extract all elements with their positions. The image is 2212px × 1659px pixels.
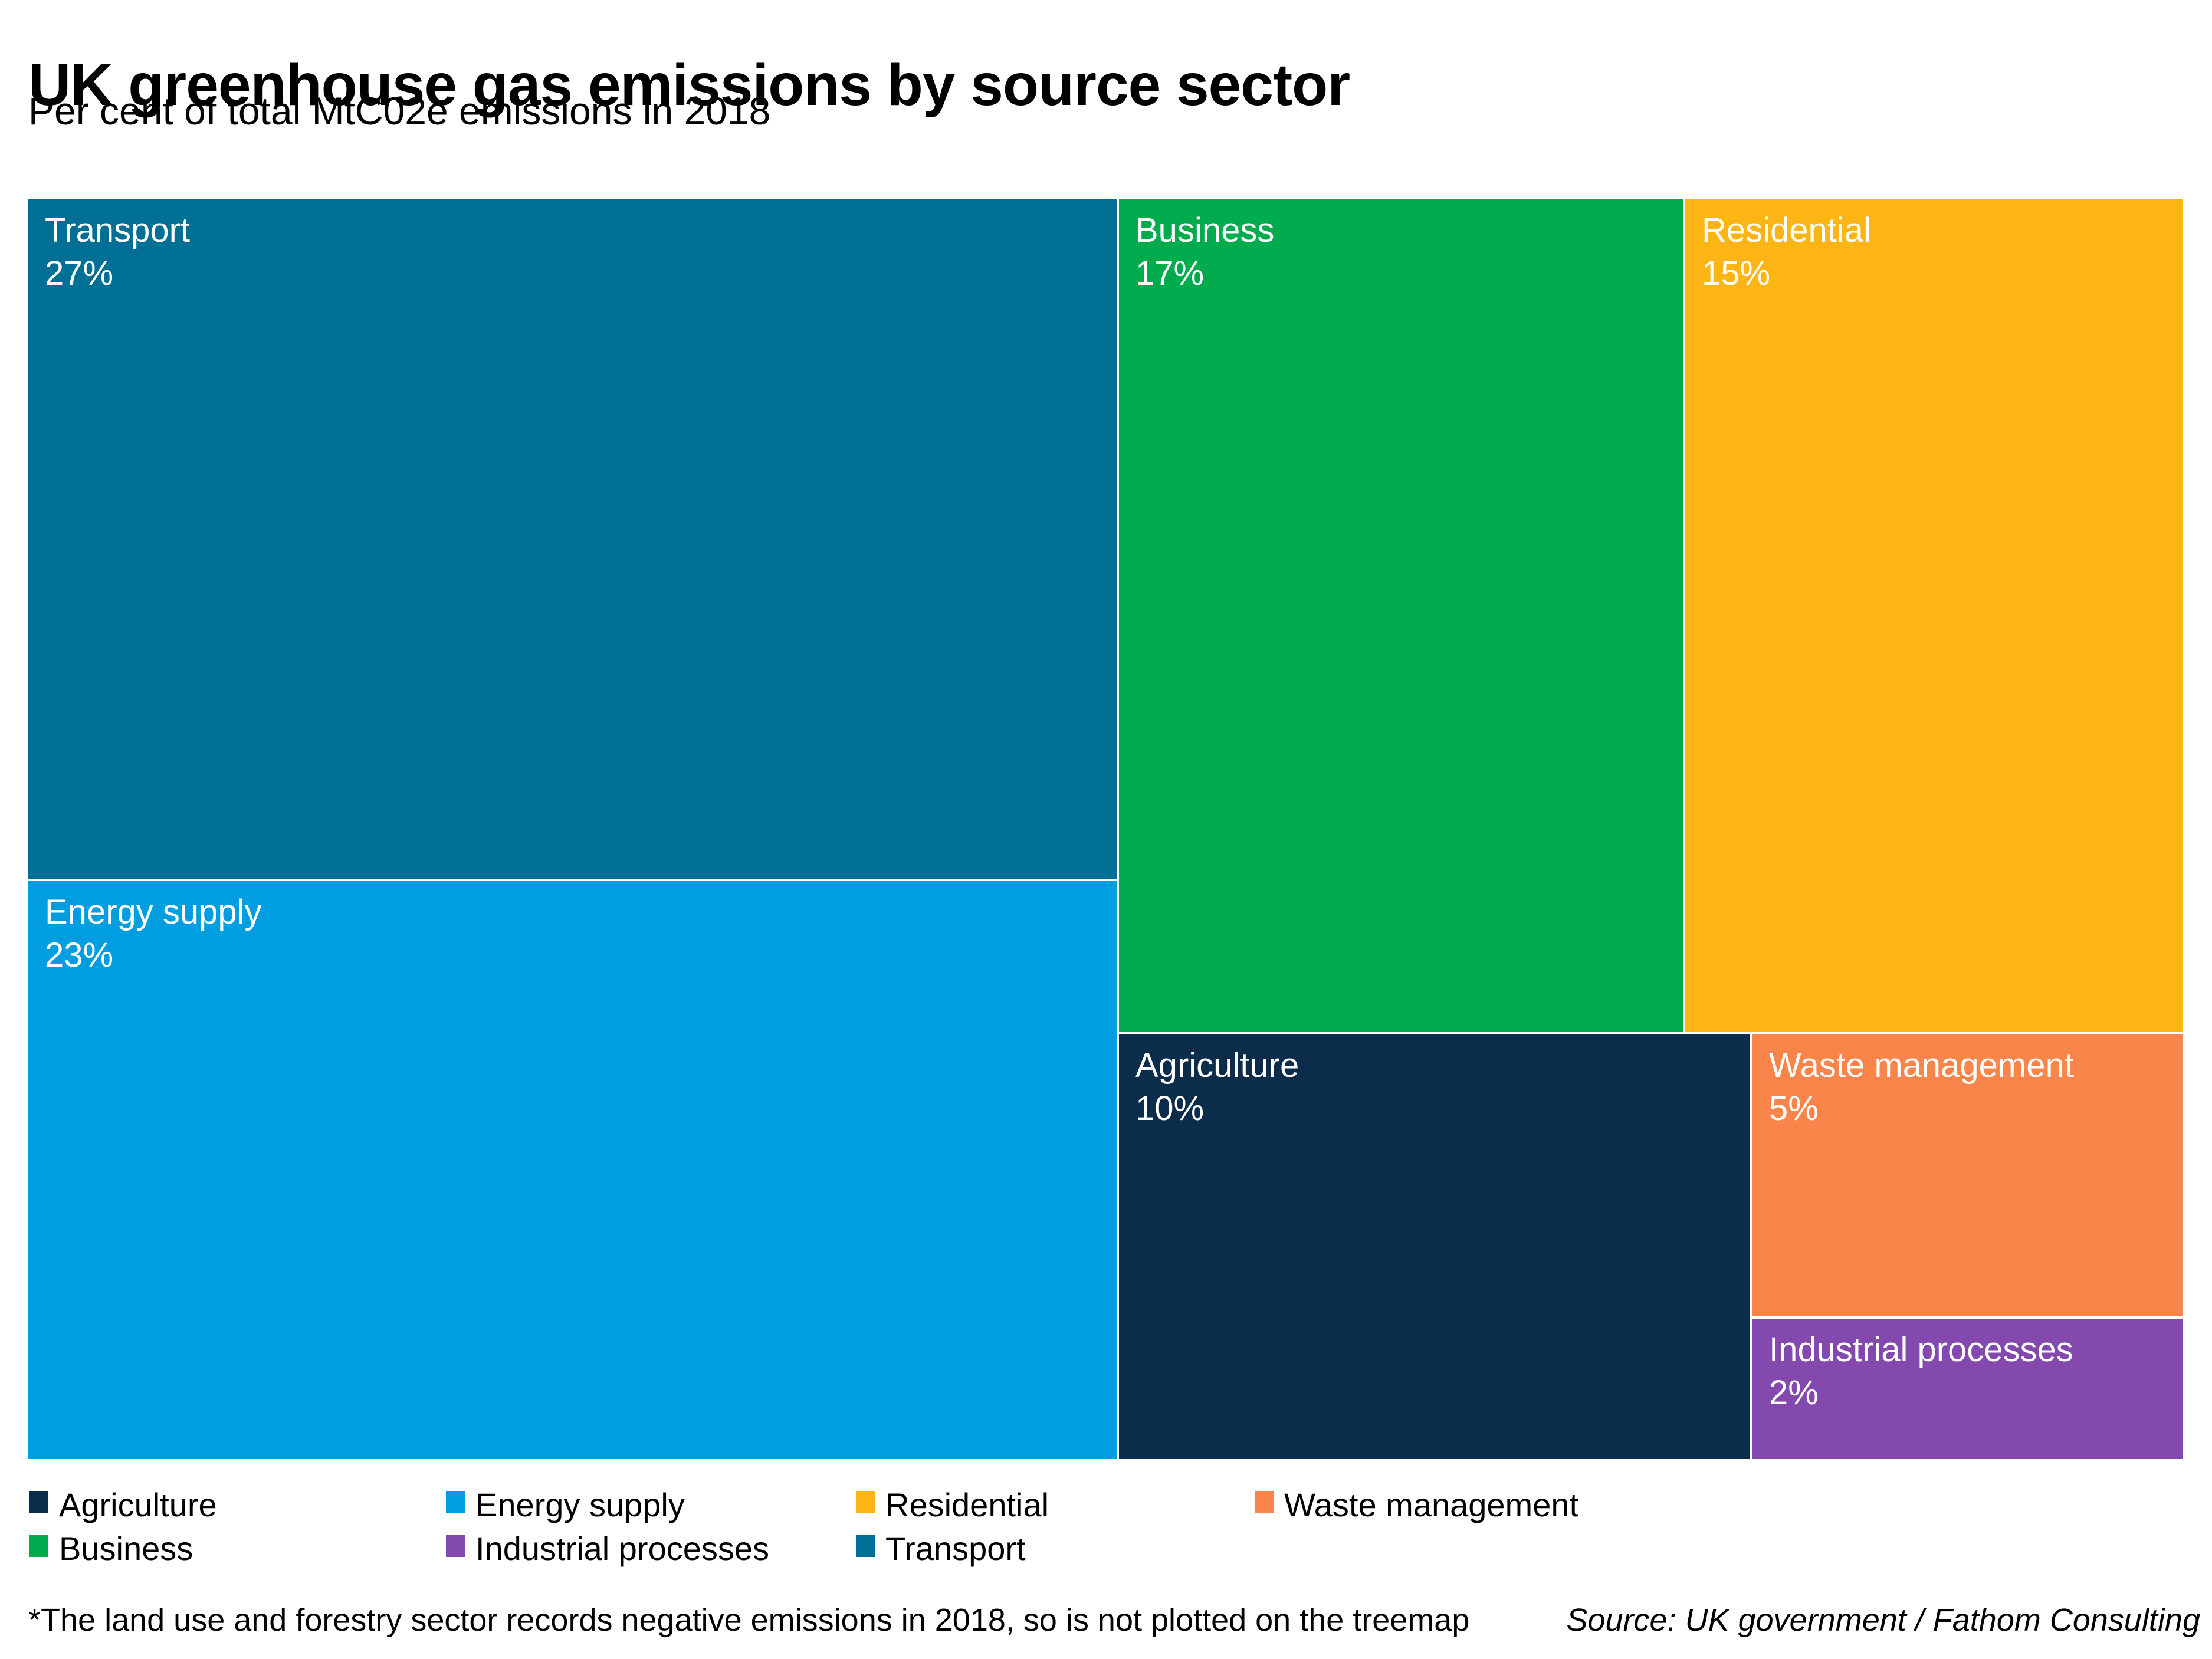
treemap-tile-residential: Residential 15% [1685, 199, 2183, 1032]
legend-label: Business [59, 1530, 193, 1567]
page-subtitle: Per cent of total MtC02e emissions in 20… [28, 89, 771, 133]
tile-label: Waste management [1769, 1046, 2074, 1085]
legend-item-agriculture: Agriculture [29, 1486, 217, 1523]
legend-swatch-icon [1255, 1491, 1274, 1513]
legend-swatch-icon [29, 1535, 48, 1557]
tile-label: Industrial processes [1769, 1331, 2073, 1369]
treemap-tile-energy-supply: Energy supply 23% [28, 881, 1117, 1459]
treemap-tile-business: Business 17% [1119, 199, 1683, 1032]
treemap-tile-industrial-processes: Industrial processes 2% [1752, 1319, 2183, 1459]
legend-item-residential: Residential [856, 1486, 1049, 1523]
legend-swatch-icon [446, 1491, 465, 1513]
tile-label: Agriculture [1135, 1046, 1299, 1085]
tile-value: 10% [1135, 1089, 1205, 1128]
treemap-tile-transport: Transport 27% [28, 199, 1117, 879]
tile-label: Business [1135, 211, 1275, 249]
legend-swatch-icon [29, 1491, 48, 1513]
legend-item-transport: Transport [856, 1530, 1026, 1567]
legend-label: Transport [885, 1530, 1026, 1567]
tile-value: 15% [1702, 254, 1771, 293]
legend-item-business: Business [29, 1530, 193, 1567]
legend-item-industrial-processes: Industrial processes [446, 1530, 770, 1567]
legend-swatch-icon [856, 1491, 875, 1513]
legend-item-energy-supply: Energy supply [446, 1486, 685, 1523]
legend-label: Waste management [1284, 1486, 1579, 1523]
tile-value: 27% [45, 254, 114, 293]
tile-value: 5% [1769, 1089, 1819, 1128]
legend-item-waste-management: Waste management [1255, 1486, 1579, 1523]
legend-label: Industrial processes [475, 1530, 770, 1567]
tile-value: 17% [1135, 254, 1205, 293]
legend-swatch-icon [856, 1535, 875, 1557]
legend-label: Energy supply [475, 1486, 685, 1523]
tile-value: 2% [1769, 1374, 1819, 1412]
legend-label: Agriculture [59, 1486, 217, 1523]
legend-label: Residential [885, 1486, 1049, 1523]
tile-value: 23% [45, 936, 114, 974]
treemap-tile-waste-management: Waste management 5% [1752, 1034, 2183, 1316]
chart-footnote: *The land use and forestry sector record… [28, 1602, 1470, 1638]
tile-label: Residential [1702, 211, 1871, 249]
treemap-tile-agriculture: Agriculture 10% [1119, 1034, 1750, 1459]
page-title: UK greenhouse gas emissions by source se… [28, 52, 1350, 118]
chart-source: Source: UK government / Fathom Consultin… [1566, 1602, 2200, 1638]
tile-label: Transport [45, 211, 191, 249]
tile-label: Energy supply [45, 893, 262, 931]
legend-swatch-icon [446, 1535, 465, 1557]
